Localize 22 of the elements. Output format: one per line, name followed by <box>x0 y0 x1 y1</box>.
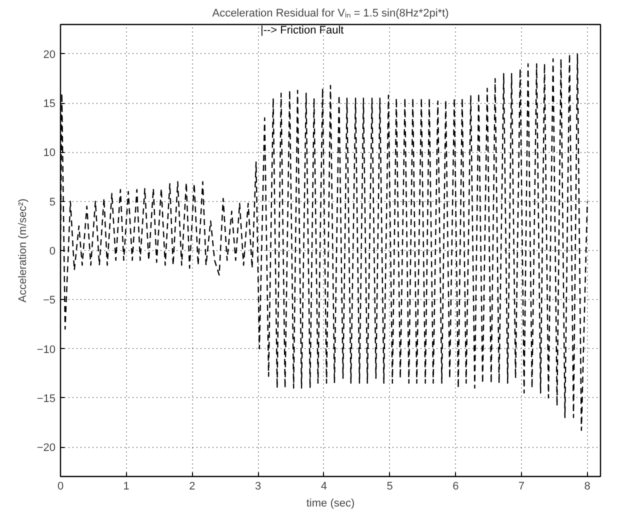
x-tick-label: 2 <box>189 480 196 492</box>
y-tick-label: 10 <box>43 147 56 160</box>
y-tick-label: −20 <box>36 442 56 454</box>
chart-title: Acceleration Residual for Vᵢₙ = 1.5 sin(8Hz*2pi*t) <box>212 8 449 20</box>
y-axis-title: Acceleration (m/sec²) <box>16 198 29 302</box>
y-tick-label: 20 <box>43 48 56 61</box>
x-axis-title: time (sec) <box>306 498 355 510</box>
y-tick-label: 5 <box>49 196 56 208</box>
y-tick-label: −10 <box>36 344 56 356</box>
x-tick-label: 1 <box>123 480 130 492</box>
x-tick-label: 4 <box>320 480 327 492</box>
y-tick-label: 15 <box>43 98 56 110</box>
x-tick-label: 3 <box>255 480 262 492</box>
y-tick-label: −5 <box>42 294 56 307</box>
y-tick-label: −15 <box>36 392 56 405</box>
x-tick-label: 5 <box>386 480 393 492</box>
x-tick-label: 7 <box>518 480 525 492</box>
annotation: |--> Friction Fault <box>260 24 344 36</box>
x-tick-label: 0 <box>57 480 64 492</box>
x-tick-label: 8 <box>584 480 590 492</box>
x-tick-label: 6 <box>452 480 459 492</box>
y-tick-label: 0 <box>49 246 56 258</box>
